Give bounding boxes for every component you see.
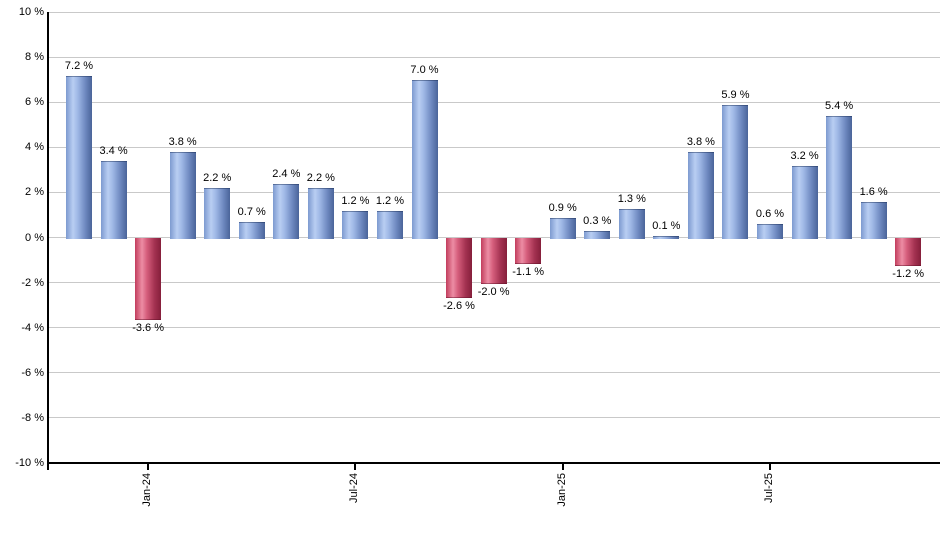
bar-value-label: -1.1 % xyxy=(512,265,545,278)
bar-positive xyxy=(342,210,369,239)
gridline xyxy=(49,327,940,329)
bar-value-label: 3.8 % xyxy=(168,135,197,148)
bar-positive xyxy=(238,221,265,239)
bar-positive xyxy=(169,151,196,239)
bar-value-label: 2.2 % xyxy=(306,171,335,184)
y-axis-tick-label: 0 % xyxy=(25,231,44,244)
bar-value-label: 3.8 % xyxy=(686,135,715,148)
bar-positive xyxy=(757,223,783,239)
bar-value-label: 7.0 % xyxy=(410,63,439,76)
bar-positive xyxy=(584,230,611,239)
bar-value-label: 0.9 % xyxy=(548,201,577,214)
y-axis-line xyxy=(47,12,49,470)
x-axis-tick xyxy=(354,464,357,470)
bar-value-label: 5.4 % xyxy=(825,99,854,112)
bar-positive xyxy=(66,75,92,239)
bar-value-label: 7.2 % xyxy=(64,59,94,72)
bar-value-label: 1.3 % xyxy=(617,192,646,205)
bar-value-label: 2.2 % xyxy=(203,171,232,184)
x-axis-tick-label: Jan-24 xyxy=(141,473,154,507)
y-axis-tick-label: -8 % xyxy=(21,411,44,424)
x-axis-tick-label: Jan-25 xyxy=(555,473,568,507)
y-axis-tick-label: -4 % xyxy=(21,321,44,334)
bar-positive xyxy=(549,217,576,239)
bar-value-label: 1.2 % xyxy=(341,194,370,207)
bar-positive xyxy=(722,104,749,239)
bar-value-label: 2.4 % xyxy=(272,167,301,180)
x-axis-line xyxy=(47,462,940,464)
x-axis-tick xyxy=(561,464,564,470)
y-axis-tick-label: 2 % xyxy=(25,186,44,199)
bar-value-label: 3.2 % xyxy=(790,149,819,162)
bar-value-label: 0.3 % xyxy=(583,214,612,227)
bar-positive xyxy=(376,210,403,239)
bar-positive xyxy=(411,79,438,239)
gridline xyxy=(49,372,940,374)
bar-positive xyxy=(100,160,127,239)
gridline xyxy=(49,417,940,419)
gridline xyxy=(49,101,940,103)
x-axis-tick xyxy=(769,464,771,470)
bar-positive xyxy=(791,165,818,239)
gridline xyxy=(49,56,940,58)
bar-positive xyxy=(618,208,645,239)
bar-positive xyxy=(653,235,680,239)
bar-positive xyxy=(687,151,714,239)
bar-negative xyxy=(446,237,473,298)
bar-positive xyxy=(307,187,334,239)
bar-value-label: 1.6 % xyxy=(859,185,888,198)
bar-negative xyxy=(515,237,542,264)
y-axis-tick-label: -2 % xyxy=(21,276,44,289)
gridline xyxy=(49,146,940,148)
x-axis-tick-label: Jul-25 xyxy=(763,473,775,503)
y-axis-tick-label: 10 % xyxy=(18,6,44,18)
y-axis-tick-label: -10 % xyxy=(15,457,44,469)
bar-value-label: 0.6 % xyxy=(755,207,785,220)
bar-value-label: -3.6 % xyxy=(132,321,164,334)
bar-positive xyxy=(860,201,887,239)
y-axis-tick-label: 6 % xyxy=(25,96,44,109)
bar-value-label: 1.2 % xyxy=(375,194,404,207)
bar-negative xyxy=(895,237,922,266)
y-axis-tick-label: 8 % xyxy=(25,51,44,64)
x-axis-tick-label: Jul-24 xyxy=(348,473,361,503)
bar-value-label: 0.7 % xyxy=(237,205,266,218)
gridline xyxy=(49,11,940,13)
bar-value-label: -1.2 % xyxy=(892,267,925,280)
bar-positive xyxy=(826,115,853,239)
bar-value-label: -2.0 % xyxy=(477,285,510,298)
bar-value-label: 0.1 % xyxy=(652,219,681,232)
bar-negative xyxy=(480,237,507,284)
bar-value-label: 3.4 % xyxy=(99,144,128,157)
bar-positive xyxy=(273,183,300,239)
bar-value-label: 5.9 % xyxy=(721,88,750,101)
bar-negative xyxy=(135,237,162,320)
gridline xyxy=(49,191,940,193)
y-axis-tick-label: -6 % xyxy=(21,366,44,379)
y-axis-tick-label: 4 % xyxy=(25,141,44,154)
x-axis-tick xyxy=(147,464,150,470)
bar-value-label: -2.6 % xyxy=(443,299,475,312)
bar-positive xyxy=(204,187,231,239)
